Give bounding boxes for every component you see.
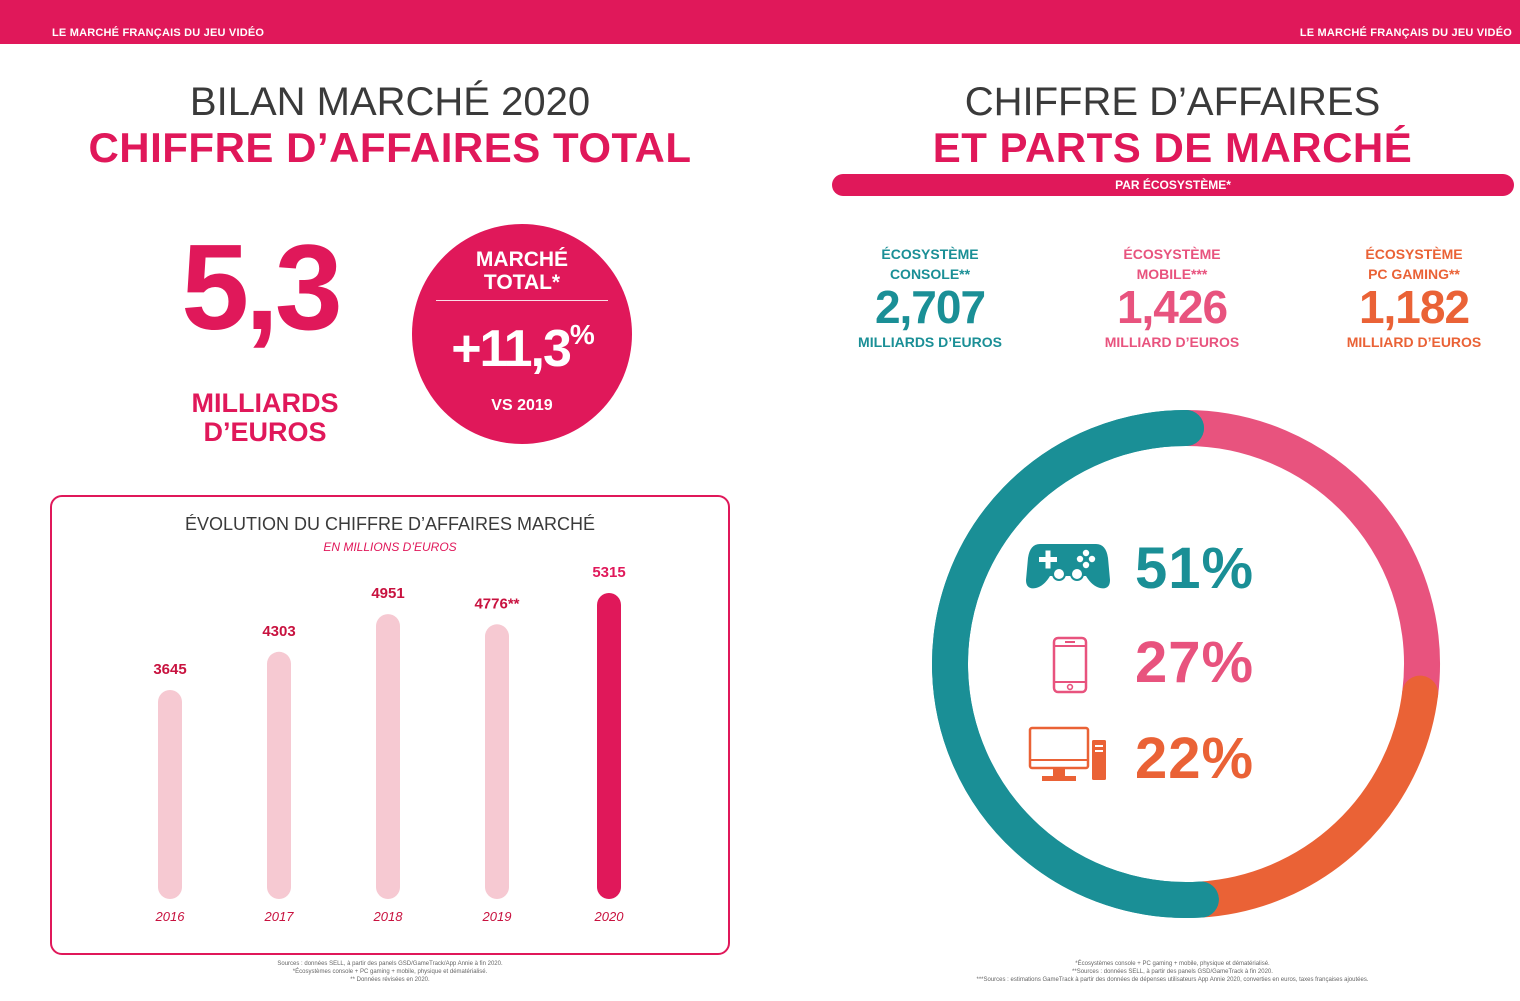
chart-subtitle: EN MILLIONS D’EUROS bbox=[323, 540, 457, 554]
ecosystem-name-line: PC GAMING** bbox=[1368, 266, 1460, 282]
right-title: CHIFFRE D’AFFAIRES bbox=[964, 80, 1381, 124]
growth-badge-title: MARCHÉ TOTAL* bbox=[412, 248, 632, 294]
right-source-line: ***Sources : estimations GameTrack à par… bbox=[976, 977, 1369, 983]
bar-2016 bbox=[158, 690, 182, 899]
unit-line-2: D’EUROS bbox=[203, 417, 327, 447]
ecosystem-mobile: ÉCOSYSTÈME MOBILE*** 1,426 MILLIARD D’EU… bbox=[1072, 244, 1272, 350]
share-console: 51% bbox=[1135, 536, 1255, 601]
right-source-line: *Écosystèmes console + PC gaming + mobil… bbox=[1075, 961, 1270, 967]
chart-title: ÉVOLUTION DU CHIFFRE D’AFFAIRES MARCHÉ bbox=[184, 514, 596, 534]
bar-value-label: 3645 bbox=[153, 661, 186, 678]
ecosystem-name-line: ÉCOSYSTÈME bbox=[1365, 246, 1463, 262]
left-sources: Sources : données SELL, à partir des pan… bbox=[50, 960, 730, 984]
left-source-line: *Écosystèmes console + PC gaming + mobil… bbox=[292, 969, 488, 975]
unit-line-1: MILLIARDS bbox=[191, 388, 339, 418]
x-tick-label: 2020 bbox=[594, 909, 625, 924]
x-tick-label: 2016 bbox=[155, 909, 186, 924]
donut-slice-pc-gaming bbox=[1182, 675, 1439, 918]
left-subtitle: CHIFFRE D’AFFAIRES TOTAL bbox=[88, 124, 692, 171]
left-title: BILAN MARCHÉ 2020 bbox=[189, 80, 591, 124]
bar-2019 bbox=[485, 624, 509, 899]
x-tick-label: 2018 bbox=[373, 909, 404, 924]
revenue-evolution-chart: ÉVOLUTION DU CHIFFRE D’AFFAIRES MARCHÉ E… bbox=[50, 495, 730, 955]
left-source-line: ** Données révisées en 2020. bbox=[350, 977, 430, 983]
bar-2020 bbox=[597, 593, 621, 899]
left-source-line: Sources : données SELL, à partir des pan… bbox=[277, 961, 503, 967]
share-pc-gaming: 22% bbox=[1135, 726, 1255, 791]
ecosystem-pill: PAR ÉCOSYSTÈME* bbox=[832, 174, 1514, 196]
ecosystem-console: ÉCOSYSTÈME CONSOLE** 2,707 MILLIARDS D’E… bbox=[830, 244, 1030, 350]
growth-comparison: VS 2019 bbox=[491, 397, 553, 414]
growth-title-line-1: MARCHÉ bbox=[475, 248, 569, 271]
ecosystem-value: 1,426 bbox=[1116, 281, 1228, 333]
donut-slice-console-overlay bbox=[932, 410, 1219, 918]
growth-value-suffix: % bbox=[569, 318, 595, 350]
bar-value-label: 4951 bbox=[371, 585, 404, 602]
bar-value-label: 4303 bbox=[262, 623, 295, 640]
ecosystem-unit: MILLIARDS D’EUROS bbox=[858, 334, 1002, 350]
bar-2018 bbox=[376, 614, 400, 899]
growth-title-line-2: TOTAL* bbox=[483, 271, 561, 294]
ecosystem-name-line: CONSOLE** bbox=[889, 266, 971, 282]
market-share-donut bbox=[932, 410, 1440, 918]
share-mobile: 27% bbox=[1135, 630, 1255, 695]
total-revenue-value: 5,3 bbox=[181, 219, 343, 355]
growth-value: +11,3% bbox=[412, 319, 632, 379]
desktop-computer-icon bbox=[1028, 726, 1106, 781]
ecosystem-name-line: ÉCOSYSTÈME bbox=[1123, 246, 1221, 262]
right-subtitle: ET PARTS DE MARCHÉ bbox=[932, 124, 1413, 171]
ecosystem-pc-gaming: ÉCOSYSTÈME PC GAMING** 1,182 MILLIARD D’… bbox=[1314, 244, 1514, 350]
donut-slice-mobile bbox=[1168, 410, 1440, 712]
x-tick-label: 2017 bbox=[264, 909, 295, 924]
growth-badge: MARCHÉ TOTAL* +11,3% VS 2019 bbox=[412, 224, 632, 444]
ecosystem-name-line: MOBILE*** bbox=[1136, 266, 1208, 282]
ecosystem-unit: MILLIARD D’EUROS bbox=[1104, 334, 1240, 350]
total-revenue-unit: MILLIARDS D’EUROS bbox=[150, 389, 380, 447]
bar-value-label: 5315 bbox=[592, 564, 625, 581]
gamepad-icon bbox=[1026, 544, 1110, 589]
ecosystem-value: 2,707 bbox=[874, 281, 986, 333]
growth-value-number: +11,3 bbox=[451, 320, 572, 378]
ecosystem-unit: MILLIARD D’EUROS bbox=[1346, 334, 1482, 350]
top-banner: LE MARCHÉ FRANÇAIS DU JEU VIDÉO LE MARCH… bbox=[0, 0, 1520, 44]
ecosystem-value: 1,182 bbox=[1358, 281, 1470, 333]
growth-badge-divider bbox=[436, 300, 608, 301]
bar-2017 bbox=[267, 651, 291, 899]
smartphone-icon bbox=[1052, 636, 1088, 694]
ecosystem-name-line: ÉCOSYSTÈME bbox=[881, 246, 979, 262]
header-label-right: LE MARCHÉ FRANÇAIS DU JEU VIDÉO bbox=[1299, 27, 1512, 39]
x-tick-label: 2019 bbox=[482, 909, 512, 924]
bar-chart-svg: 3645 2016 4303 2017 4951 2018 4776** 2019 5315 20… bbox=[153, 564, 625, 924]
header-label-left: LE MARCHÉ FRANÇAIS DU JEU VIDÉO bbox=[52, 27, 265, 39]
bar-value-label: 4776** bbox=[474, 595, 519, 612]
right-sources: *Écosystèmes console + PC gaming + mobil… bbox=[830, 960, 1515, 984]
right-source-line: **Sources : données SELL, à partir des p… bbox=[1072, 969, 1273, 975]
